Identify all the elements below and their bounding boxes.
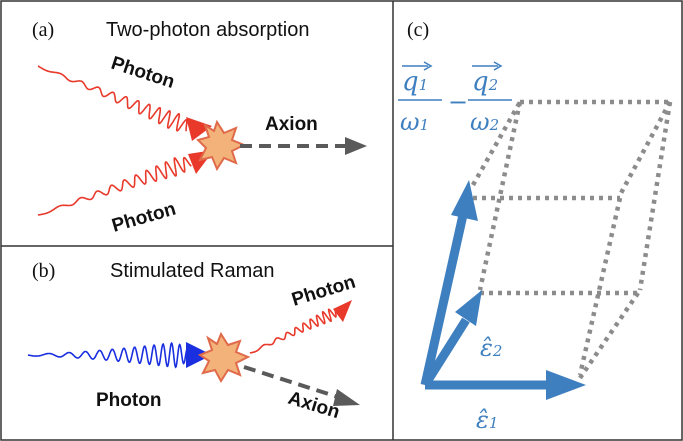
axion-label: Axion <box>265 114 318 135</box>
omega1-subscript: 1 <box>420 116 430 134</box>
svg-text:ω1: ω1 <box>400 108 429 136</box>
vector-eps2-arrowhead <box>455 290 482 326</box>
svg-text:ω2: ω2 <box>470 108 499 136</box>
minus-sign: − <box>448 88 468 116</box>
vector-eps2 <box>421 317 470 388</box>
eps1-label: ε̂1 <box>476 406 498 434</box>
dotted-box <box>471 99 673 380</box>
photon-bottom-label: Photon <box>110 199 179 237</box>
panel-a-title: Two-photon absorption <box>106 19 309 41</box>
axion-label: Axion <box>286 388 343 424</box>
panel-c-tag: (c) <box>407 19 429 41</box>
svg-text:q2: q2 <box>472 67 498 97</box>
panel-a: (a) Two-photon absorption Photon Photon … <box>32 19 367 237</box>
omega2-subscript: 2 <box>489 116 500 134</box>
vector-eps1-arrowhead <box>546 370 586 400</box>
panel-b-tag: (b) <box>32 260 55 282</box>
vector-arrows <box>420 180 586 400</box>
vector-tall-arrowhead <box>451 180 478 221</box>
q1-symbol: q <box>402 67 419 97</box>
q2-subscript: 2 <box>488 76 499 94</box>
fraction-q2-omega2: q2 ω2 <box>468 61 512 136</box>
photon-in-wave <box>27 341 189 369</box>
svg-text:q1: q1 <box>402 67 428 97</box>
photon-in-label: Photon <box>96 390 161 411</box>
panel-b: (b) Stimulated Raman Photon Axion Photon <box>27 260 360 424</box>
axion-arrowhead <box>345 137 367 155</box>
photon-top-label: Photon <box>108 53 177 93</box>
panel-c: (c) q1 ω1 − q2 ω2 <box>398 19 673 434</box>
q1-subscript: 1 <box>419 76 429 94</box>
axion-arrowhead <box>333 389 360 406</box>
collision-burst-icon <box>197 331 251 383</box>
omega2-symbol: ω <box>470 108 490 136</box>
eps2-label: ε̂2 <box>480 334 502 362</box>
photon-bottom-wave <box>37 156 192 216</box>
q2-symbol: q <box>472 67 489 97</box>
photon-out-wave <box>249 308 337 354</box>
photon-out-arrowhead <box>333 300 352 322</box>
photon-top-wave <box>37 65 188 132</box>
axion-dashed-line <box>243 365 339 399</box>
panel-b-title: Stimulated Raman <box>110 260 275 282</box>
omega1-symbol: ω <box>400 108 420 136</box>
fraction-q1-omega1: q1 ω1 <box>398 61 442 136</box>
photon-top-arrowhead <box>186 117 212 141</box>
panel-a-tag: (a) <box>32 19 54 41</box>
collision-burst-icon <box>196 119 247 172</box>
vector-tall <box>420 214 468 386</box>
